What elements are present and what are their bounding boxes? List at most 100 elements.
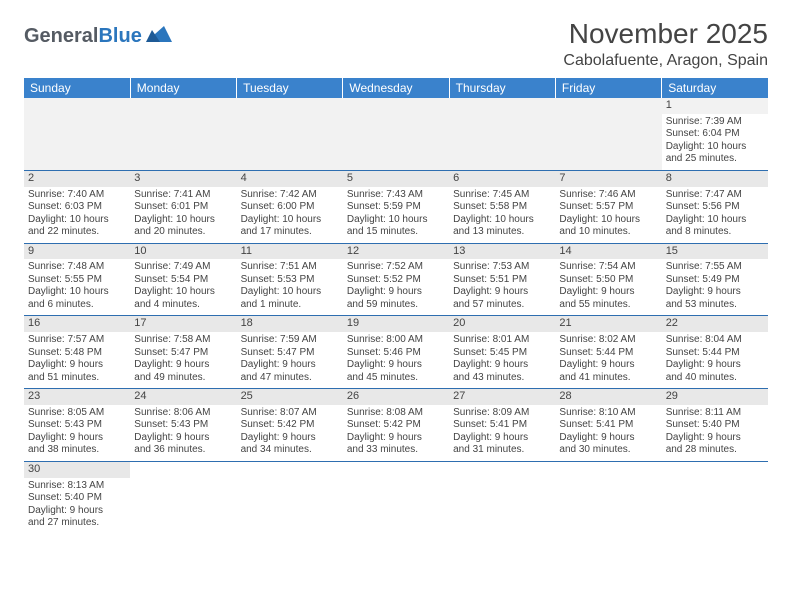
calendar-cell: 16Sunrise: 7:57 AMSunset: 5:48 PMDayligh… <box>24 316 130 389</box>
calendar-week-row: 30Sunrise: 8:13 AMSunset: 5:40 PMDayligh… <box>24 461 768 533</box>
sunrise-text: Sunrise: 7:49 AM <box>134 261 232 274</box>
daylight-line1: Daylight: 9 hours <box>453 432 551 445</box>
calendar-cell: 10Sunrise: 7:49 AMSunset: 5:54 PMDayligh… <box>130 243 236 316</box>
daylight-line1: Daylight: 9 hours <box>559 286 657 299</box>
sunset-text: Sunset: 6:03 PM <box>28 201 126 214</box>
sunrise-text: Sunrise: 7:55 AM <box>666 261 764 274</box>
sunset-text: Sunset: 5:41 PM <box>559 419 657 432</box>
calendar-cell-empty <box>449 461 555 533</box>
daylight-line1: Daylight: 10 hours <box>666 141 764 154</box>
calendar-cell: 15Sunrise: 7:55 AMSunset: 5:49 PMDayligh… <box>662 243 768 316</box>
day-number: 18 <box>237 316 343 332</box>
sunrise-text: Sunrise: 8:05 AM <box>28 407 126 420</box>
daylight-line2: and 34 minutes. <box>241 444 339 457</box>
day-number: 19 <box>343 316 449 332</box>
title-block: November 2025 Cabolafuente, Aragon, Spai… <box>563 18 768 70</box>
daylight-line1: Daylight: 10 hours <box>666 214 764 227</box>
sunrise-text: Sunrise: 8:02 AM <box>559 334 657 347</box>
daylight-line1: Daylight: 9 hours <box>666 286 764 299</box>
calendar-cell: 7Sunrise: 7:46 AMSunset: 5:57 PMDaylight… <box>555 170 661 243</box>
daylight-line2: and 20 minutes. <box>134 226 232 239</box>
calendar-cell-empty <box>343 461 449 533</box>
sunset-text: Sunset: 6:01 PM <box>134 201 232 214</box>
calendar-cell-empty <box>237 98 343 170</box>
calendar-cell: 6Sunrise: 7:45 AMSunset: 5:58 PMDaylight… <box>449 170 555 243</box>
day-number: 30 <box>24 462 130 478</box>
day-number: 2 <box>24 171 130 187</box>
location-subtitle: Cabolafuente, Aragon, Spain <box>563 52 768 70</box>
day-number: 16 <box>24 316 130 332</box>
calendar-cell: 23 Sunrise: 8:05 AMSunset: 5:43 PMDayligh… <box>24 389 130 462</box>
calendar-cell: 19Sunrise: 8:00 AMSunset: 5:46 PMDayligh… <box>343 316 449 389</box>
calendar-cell: 4Sunrise: 7:42 AMSunset: 6:00 PMDaylight… <box>237 170 343 243</box>
sunrise-text: Sunrise: 8:09 AM <box>453 407 551 420</box>
daylight-line1: Daylight: 9 hours <box>559 359 657 372</box>
sunset-text: Sunset: 5:44 PM <box>559 347 657 360</box>
calendar-cell: 2Sunrise: 7:40 AMSunset: 6:03 PMDaylight… <box>24 170 130 243</box>
daylight-line2: and 51 minutes. <box>28 372 126 385</box>
calendar-cell: 14Sunrise: 7:54 AMSunset: 5:50 PMDayligh… <box>555 243 661 316</box>
calendar-cell: 12Sunrise: 7:52 AMSunset: 5:52 PMDayligh… <box>343 243 449 316</box>
sunset-text: Sunset: 5:50 PM <box>559 274 657 287</box>
sunrise-text: Sunrise: 7:58 AM <box>134 334 232 347</box>
day-number: 6 <box>449 171 555 187</box>
day-number: 11 <box>237 244 343 260</box>
sunrise-text: Sunrise: 8:00 AM <box>347 334 445 347</box>
sunrise-text: Sunrise: 7:48 AM <box>28 261 126 274</box>
calendar-week-row: 1Sunrise: 7:39 AMSunset: 6:04 PMDaylight… <box>24 98 768 170</box>
day-header-row: SundayMondayTuesdayWednesdayThursdayFrid… <box>24 78 768 98</box>
daylight-line2: and 22 minutes. <box>28 226 126 239</box>
calendar-cell: 24Sunrise: 8:06 AMSunset: 5:43 PMDayligh… <box>130 389 236 462</box>
logo-icon <box>146 24 172 48</box>
daylight-line2: and 17 minutes. <box>241 226 339 239</box>
day-number: 5 <box>343 171 449 187</box>
day-number: 9 <box>24 244 130 260</box>
daylight-line2: and 43 minutes. <box>453 372 551 385</box>
daylight-line2: and 38 minutes. <box>28 444 126 457</box>
sunset-text: Sunset: 5:41 PM <box>453 419 551 432</box>
sunrise-text: Sunrise: 8:06 AM <box>134 407 232 420</box>
day-number: 14 <box>555 244 661 260</box>
calendar-cell: 11Sunrise: 7:51 AMSunset: 5:53 PMDayligh… <box>237 243 343 316</box>
sunrise-text: Sunrise: 7:43 AM <box>347 189 445 202</box>
sunset-text: Sunset: 5:51 PM <box>453 274 551 287</box>
daylight-line1: Daylight: 9 hours <box>241 359 339 372</box>
day-number: 21 <box>555 316 661 332</box>
calendar-week-row: 9Sunrise: 7:48 AMSunset: 5:55 PMDaylight… <box>24 243 768 316</box>
day-number: 17 <box>130 316 236 332</box>
daylight-line1: Daylight: 9 hours <box>347 286 445 299</box>
sunrise-text: Sunrise: 7:45 AM <box>453 189 551 202</box>
day-number: 15 <box>662 244 768 260</box>
daylight-line2: and 45 minutes. <box>347 372 445 385</box>
calendar-cell: 30Sunrise: 8:13 AMSunset: 5:40 PMDayligh… <box>24 461 130 533</box>
daylight-line2: and 31 minutes. <box>453 444 551 457</box>
daylight-line2: and 59 minutes. <box>347 299 445 312</box>
sunset-text: Sunset: 5:43 PM <box>28 419 126 432</box>
sunrise-text: Sunrise: 8:08 AM <box>347 407 445 420</box>
sunset-text: Sunset: 5:47 PM <box>134 347 232 360</box>
calendar-cell-empty <box>24 98 130 170</box>
daylight-line1: Daylight: 9 hours <box>453 286 551 299</box>
calendar-cell: 8Sunrise: 7:47 AMSunset: 5:56 PMDaylight… <box>662 170 768 243</box>
sunset-text: Sunset: 5:53 PM <box>241 274 339 287</box>
calendar-cell: 25Sunrise: 8:07 AMSunset: 5:42 PMDayligh… <box>237 389 343 462</box>
daylight-line2: and 25 minutes. <box>666 153 764 166</box>
day-number: 24 <box>130 389 236 405</box>
day-number: 7 <box>555 171 661 187</box>
day-number: 27 <box>449 389 555 405</box>
sunset-text: Sunset: 5:42 PM <box>347 419 445 432</box>
sunrise-text: Sunrise: 7:51 AM <box>241 261 339 274</box>
day-number: 23 <box>24 389 130 405</box>
daylight-line1: Daylight: 10 hours <box>241 214 339 227</box>
daylight-line2: and 10 minutes. <box>559 226 657 239</box>
day-header: Wednesday <box>343 78 449 98</box>
daylight-line1: Daylight: 9 hours <box>28 432 126 445</box>
daylight-line1: Daylight: 9 hours <box>28 505 126 518</box>
day-number: 3 <box>130 171 236 187</box>
calendar-cell: 5Sunrise: 7:43 AMSunset: 5:59 PMDaylight… <box>343 170 449 243</box>
calendar-cell-empty <box>130 98 236 170</box>
daylight-line2: and 28 minutes. <box>666 444 764 457</box>
sunrise-text: Sunrise: 7:53 AM <box>453 261 551 274</box>
daylight-line1: Daylight: 10 hours <box>241 286 339 299</box>
calendar-cell-empty <box>130 461 236 533</box>
